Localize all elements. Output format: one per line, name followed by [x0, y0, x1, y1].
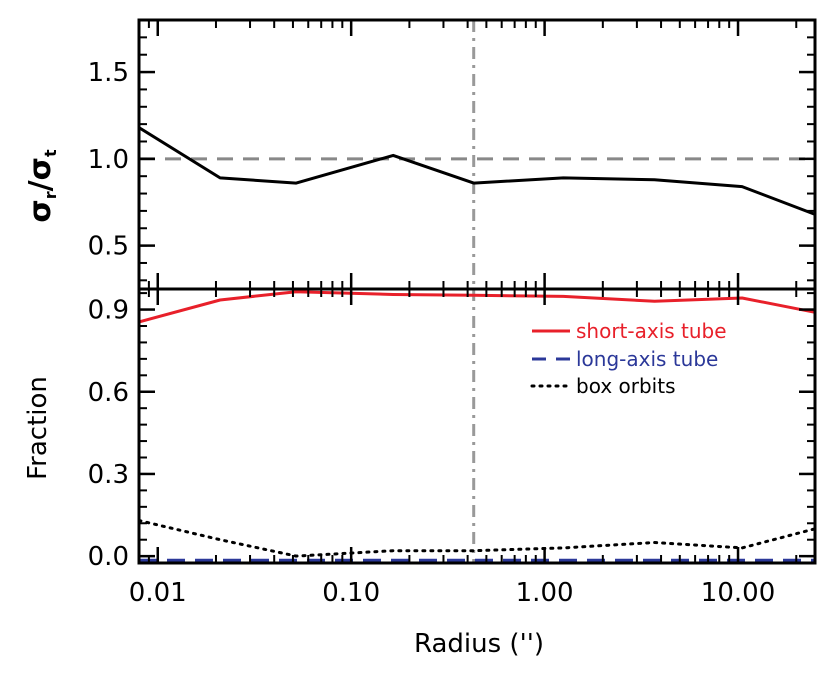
top-plot-frame [137, 18, 817, 291]
top-y-axis-title: σr/σt [23, 149, 60, 223]
bottom-series-line-2 [137, 519, 817, 558]
bottom-series-line-0 [138, 290, 816, 324]
legend-label-2: box orbits [576, 374, 675, 398]
top-y-tick-label: 1.0 [88, 145, 129, 175]
x-axis-title: Radius ('') [414, 629, 544, 659]
top-y-axis-slash: / [23, 180, 58, 191]
x-tick-label: 1.00 [516, 578, 574, 608]
top-y-tick-label: 0.5 [88, 232, 129, 262]
top-series-line-0 [138, 126, 816, 216]
top-y-tick-label: 1.5 [88, 58, 129, 88]
legend-label-0: short-axis tube [576, 319, 727, 343]
bottom-y-tick-label: 0.6 [88, 378, 129, 408]
legend-label-1: long-axis tube [576, 347, 718, 371]
top-panel: 0.51.01.5 σr/σt [23, 18, 817, 291]
top-y-axis-sub-r: r [41, 191, 60, 199]
x-tick-label: 0.10 [322, 578, 380, 608]
top-y-axis-sigma-t: σ [23, 157, 58, 180]
x-tick-label: 0.01 [129, 578, 187, 608]
x-tick-label: 10.00 [701, 578, 775, 608]
legend: short-axis tube long-axis tube box orbits [530, 319, 727, 398]
top-y-axis-sub-t: t [41, 149, 60, 157]
bottom-plot-frame [137, 287, 817, 565]
top-y-axis-sigma-r: σ [23, 199, 58, 222]
bottom-y-axis-title: Fraction [23, 376, 53, 480]
bottom-y-tick-label: 0.9 [88, 296, 129, 326]
bottom-y-tick-label: 0.0 [88, 542, 129, 572]
bottom-y-tick-label: 0.3 [88, 460, 129, 490]
bottom-panel: 0.0 0.3 0.6 0.9 0.01 0.10 1.00 10.00 Fraction R… [23, 287, 817, 659]
